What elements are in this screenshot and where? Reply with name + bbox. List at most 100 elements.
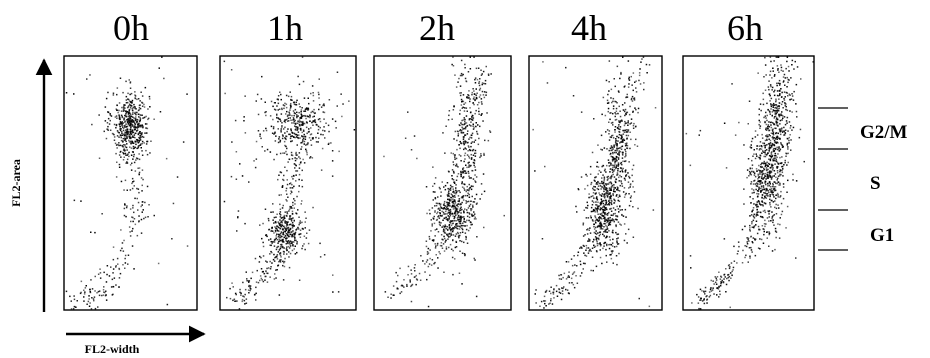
scatter-point (572, 95, 575, 97)
scatter-point (632, 236, 635, 238)
scatter-point (149, 106, 151, 108)
scatter-point (779, 223, 781, 226)
scatter-point (487, 139, 490, 142)
scatter-point (442, 230, 445, 233)
scatter-point (610, 257, 613, 260)
scatter-point (453, 154, 456, 156)
scatter-point (596, 251, 598, 253)
scatter-point (608, 133, 610, 135)
scatter-point (630, 122, 633, 124)
scatter-point (704, 286, 707, 289)
scatter-point (474, 78, 476, 81)
scatter-point (446, 234, 448, 236)
scatter-point (600, 171, 602, 173)
scatter-point (603, 222, 605, 225)
scatter-point (593, 246, 596, 248)
scatter-point (279, 208, 282, 210)
scatter-point (474, 152, 476, 155)
scatter-point (291, 217, 293, 220)
scatter-point (99, 268, 101, 270)
scatter-point (605, 228, 607, 231)
scatter-point (255, 100, 257, 102)
scatter-point (281, 134, 284, 136)
scatter-point (600, 134, 603, 137)
scatter-point (276, 246, 278, 249)
scatter-point (472, 119, 474, 121)
scatter-point (763, 76, 765, 78)
scatter-point (273, 222, 275, 224)
scatter-point (462, 136, 465, 138)
scatter-point (795, 103, 797, 105)
scatter-point (761, 189, 763, 192)
scatter-point (749, 224, 751, 227)
scatter-point (131, 119, 133, 121)
scatter-point (774, 230, 777, 232)
scatter-point (108, 123, 111, 125)
scatter-point (132, 131, 135, 134)
scatter-point (625, 216, 627, 218)
scatter-point (571, 282, 573, 284)
scatter-point (285, 238, 287, 240)
scatter-point (295, 170, 297, 172)
scatter-point (298, 216, 300, 218)
scatter-point (132, 107, 135, 109)
scatter-point (765, 197, 768, 199)
scatter-point (464, 152, 467, 154)
scatter-point (292, 217, 294, 219)
scatter-point (268, 239, 270, 241)
scatter-point (140, 91, 142, 93)
scatter-point (612, 134, 614, 137)
scatter-point (611, 200, 613, 202)
scatter-point (769, 84, 772, 86)
scatter-point (620, 119, 623, 121)
scatter-point (137, 201, 140, 204)
scatter-point (243, 299, 246, 302)
scatter-point (604, 207, 606, 209)
scatter-point (472, 185, 474, 188)
scatter-point (600, 198, 603, 200)
scatter-point (757, 205, 759, 208)
scatter-point (781, 171, 784, 174)
scatter-point (467, 162, 469, 164)
scatter-point (244, 303, 246, 305)
scatter-point (612, 194, 614, 197)
scatter-point (482, 94, 485, 96)
scatter-point (600, 188, 602, 190)
scatter-point (622, 215, 625, 217)
scatter-point (128, 98, 130, 101)
scatter-point (290, 98, 292, 101)
scatter-point (746, 243, 749, 245)
scatter-point (689, 255, 692, 257)
scatter-point (453, 203, 456, 205)
scatter-point (447, 187, 449, 190)
scatter-point (708, 296, 711, 298)
scatter-point (298, 134, 300, 136)
scatter-point (400, 291, 403, 293)
scatter-point (770, 206, 772, 208)
scatter-point (86, 78, 88, 80)
scatter-point (123, 107, 125, 109)
scatter-point (790, 125, 792, 127)
scatter-point (430, 219, 432, 221)
scatter-point (132, 142, 135, 144)
scatter-point (772, 137, 775, 139)
scatter-point (406, 285, 408, 287)
scatter-point (606, 164, 608, 167)
scatter-point (472, 125, 474, 127)
scatter-point (610, 250, 613, 252)
scatter-point (410, 285, 412, 288)
scatter-point (626, 138, 628, 140)
scatter-point (133, 218, 136, 220)
scatter-point (334, 120, 337, 123)
scatter-point (541, 238, 544, 240)
scatter-point (781, 127, 783, 129)
scatter-point (611, 169, 614, 171)
scatter-point (624, 208, 627, 211)
scatter-point (620, 73, 622, 75)
scatter-point (599, 209, 601, 211)
scatter-point (257, 113, 260, 116)
scatter-point (303, 135, 305, 138)
scatter-point (302, 129, 305, 131)
scatter-point (610, 176, 612, 178)
scatter-point (604, 241, 607, 244)
